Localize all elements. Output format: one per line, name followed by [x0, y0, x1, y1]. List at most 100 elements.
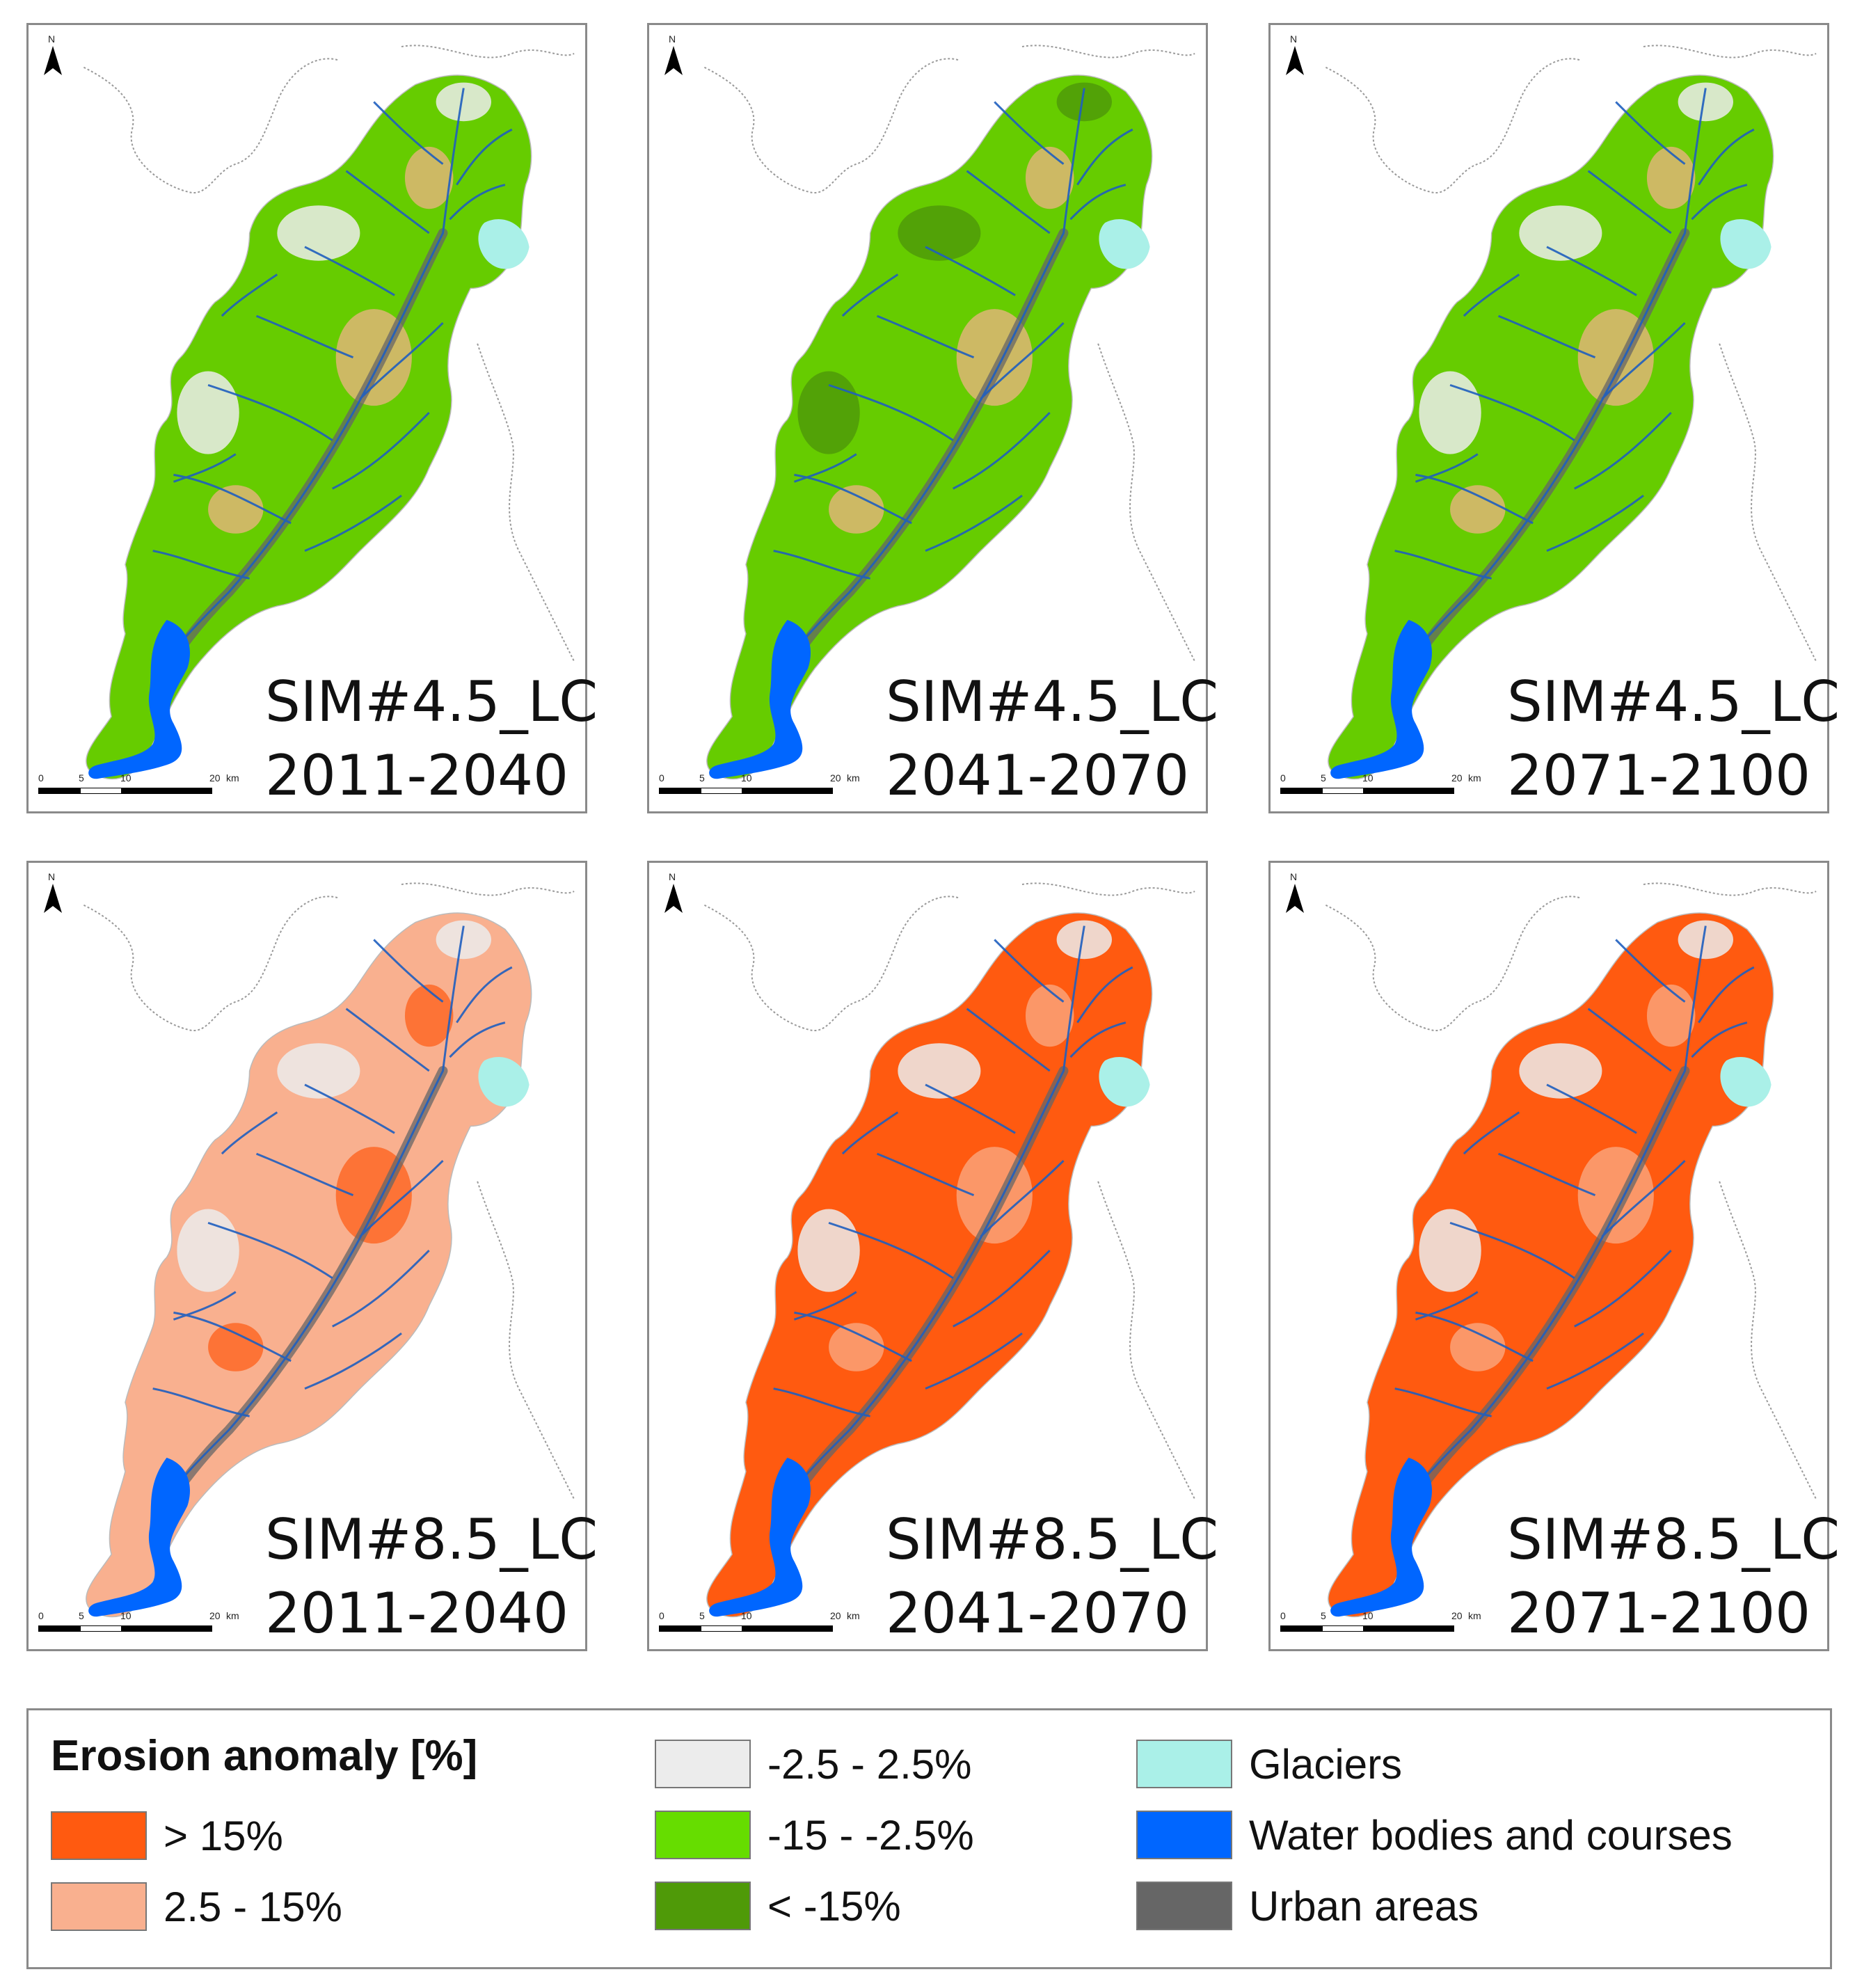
- period-label: 2011-2040: [265, 1581, 569, 1646]
- scale-segment: [1364, 1625, 1454, 1632]
- basin-map: [1325, 45, 1817, 780]
- scale-label: 5: [79, 772, 84, 784]
- scale-label: 10: [1362, 1610, 1374, 1621]
- scale-label: 5: [699, 1610, 705, 1621]
- legend-label: Water bodies and courses: [1249, 1811, 1733, 1859]
- scale-label: 5: [79, 1610, 84, 1621]
- basin-map: [703, 45, 1196, 780]
- north-arrow: N: [662, 871, 685, 916]
- scale-label: 5: [699, 772, 705, 784]
- map-panel: N SIM#4.5_LC 2071-2100 0 5 10 20 km: [1268, 23, 1840, 813]
- north-label: N: [669, 33, 676, 45]
- scale-label: 20: [209, 1610, 221, 1621]
- legend-swatch: [51, 1811, 147, 1860]
- scale-segment: [80, 1625, 122, 1632]
- scale-segment: [80, 788, 122, 794]
- panel-caption: SIM#8.5_LC 2071-2100: [1507, 1503, 1840, 1651]
- north-arrow: N: [662, 33, 685, 78]
- legend-item: Glaciers: [1136, 1738, 1402, 1790]
- period-label: 2041-2070: [886, 1581, 1190, 1646]
- north-label: N: [1290, 33, 1298, 45]
- legend-item: -2.5 - 2.5%: [655, 1738, 971, 1790]
- legend-swatch: [655, 1811, 751, 1859]
- map-panel: N SIM#8.5_LC 2011-2040 0 5 10 20 km: [26, 861, 598, 1651]
- scale-label: km: [847, 1610, 860, 1621]
- legend-item: -15 - -2.5%: [655, 1809, 974, 1861]
- basin-map: [83, 45, 575, 780]
- scale-label: 5: [1321, 772, 1326, 784]
- basin-map: [703, 882, 1196, 1618]
- scale-label: 0: [1280, 772, 1286, 784]
- scenario-label: SIM#8.5_LC: [1507, 1507, 1840, 1572]
- scale-label: 0: [659, 1610, 664, 1621]
- lake: [1330, 619, 1433, 779]
- scale-label: 20: [830, 1610, 841, 1621]
- legend-label: -2.5 - 2.5%: [767, 1740, 972, 1788]
- scale-segment: [38, 788, 80, 794]
- scale-segment: [1280, 788, 1322, 794]
- scale-label: 10: [741, 1610, 752, 1621]
- scenario-label: SIM#4.5_LC: [265, 669, 598, 734]
- glacier-patch: [1099, 1057, 1150, 1107]
- legend-title: Erosion anomaly [%]: [51, 1732, 478, 1780]
- map-panel: N SIM#8.5_LC 2071-2100 0 5 10 20 km: [1268, 861, 1840, 1651]
- legend-label: -15 - -2.5%: [767, 1811, 974, 1859]
- scale-segment: [742, 788, 833, 794]
- scenario-label: SIM#8.5_LC: [886, 1507, 1219, 1572]
- legend-swatch: [51, 1882, 147, 1931]
- scale-segment: [122, 1625, 212, 1632]
- legend: Erosion anomaly [%] > 15% 2.5 - 15% -2.5…: [26, 1708, 1832, 1969]
- glacier-patch: [478, 219, 530, 269]
- legend-item: Urban areas: [1136, 1880, 1479, 1932]
- scale-segment: [701, 788, 742, 794]
- lake: [88, 619, 191, 779]
- scale-label: km: [226, 772, 239, 784]
- scale-label: 5: [1321, 1610, 1326, 1621]
- lake: [88, 1457, 191, 1617]
- scale-bar: 0 5 10 20 km: [1280, 1610, 1489, 1638]
- legend-label: < -15%: [767, 1882, 901, 1930]
- scale-label: 20: [1451, 772, 1463, 784]
- scale-segment: [659, 1625, 701, 1632]
- legend-item: 2.5 - 15%: [51, 1881, 342, 1932]
- map-panel: N SIM#4.5_LC 2011-2040 0 5 10 20 km: [26, 23, 598, 813]
- legend-label: Glaciers: [1249, 1740, 1403, 1788]
- scale-label: 0: [38, 772, 44, 784]
- glacier-patch: [478, 1057, 530, 1107]
- legend-swatch: [1136, 1811, 1232, 1859]
- legend-item: Water bodies and courses: [1136, 1809, 1733, 1861]
- scale-segment: [1322, 1625, 1364, 1632]
- scale-label: 10: [120, 1610, 132, 1621]
- basin-map: [83, 882, 575, 1618]
- river-network: [152, 88, 513, 662]
- north-arrow-icon: [44, 884, 62, 913]
- scale-segment: [659, 788, 701, 794]
- scale-label: km: [1468, 1610, 1481, 1621]
- scale-label: 20: [1451, 1610, 1463, 1621]
- river-network: [773, 925, 1133, 1500]
- north-arrow-icon: [1286, 46, 1304, 75]
- scale-bar: 0 5 10 20 km: [38, 772, 247, 800]
- panel-caption: SIM#4.5_LC 2071-2100: [1507, 665, 1840, 813]
- panel-caption: SIM#4.5_LC 2011-2040: [265, 665, 598, 813]
- glacier-patch: [1720, 219, 1772, 269]
- glacier-patch: [1099, 219, 1150, 269]
- north-label: N: [48, 33, 56, 45]
- scale-segment: [1280, 1625, 1322, 1632]
- period-label: 2011-2040: [265, 743, 569, 808]
- north-arrow-icon: [664, 884, 683, 913]
- panel-caption: SIM#4.5_LC 2041-2070: [886, 665, 1218, 813]
- period-label: 2071-2100: [1507, 1581, 1811, 1646]
- scale-label: 0: [38, 1610, 44, 1621]
- scale-label: 20: [209, 772, 221, 784]
- scale-segment: [38, 1625, 80, 1632]
- scale-bar: 0 5 10 20 km: [1280, 772, 1489, 800]
- scenario-label: SIM#8.5_LC: [265, 1507, 598, 1572]
- scale-label: km: [226, 1610, 239, 1621]
- scale-label: km: [1468, 772, 1481, 784]
- river-network: [1394, 925, 1755, 1500]
- panel-caption: SIM#8.5_LC 2011-2040: [265, 1503, 598, 1651]
- glacier-patch: [1720, 1057, 1772, 1107]
- scale-label: 0: [1280, 1610, 1286, 1621]
- scale-label: km: [847, 772, 860, 784]
